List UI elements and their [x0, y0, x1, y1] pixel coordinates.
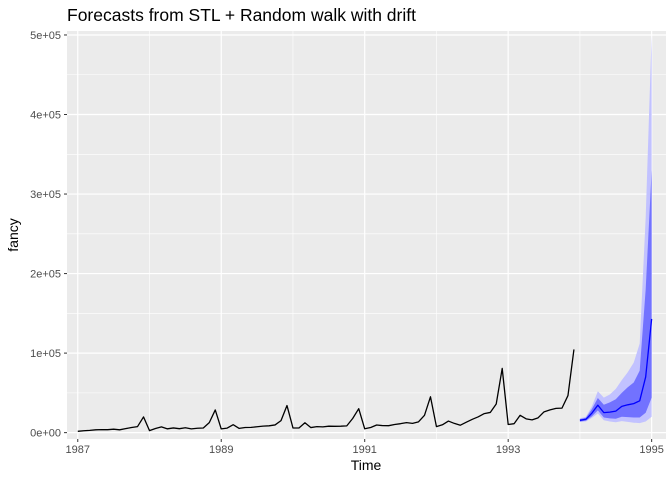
y-tick-label: 2e+05	[30, 269, 61, 281]
x-tick-label: 1989	[209, 444, 233, 456]
forecast-band-80	[579, 170, 652, 422]
y-axis: 0e+00 1e+05 2e+05 3e+05 4e+05 5e+05	[30, 30, 67, 440]
y-tick-label: 5e+05	[30, 30, 61, 42]
y-tick-label: 3e+05	[30, 189, 61, 201]
x-tick-label: 1995	[639, 444, 663, 456]
chart-title: Forecasts from STL + Random walk with dr…	[67, 5, 416, 25]
history-series	[77, 349, 575, 432]
x-tick-label: 1987	[66, 444, 90, 456]
plot-panel	[67, 31, 666, 439]
grid-major	[67, 31, 666, 439]
y-tick-label: 0e+00	[30, 428, 61, 440]
x-axis-title: Time	[351, 457, 382, 473]
y-tick-label: 4e+05	[30, 110, 61, 122]
x-tick-label: 1991	[352, 444, 376, 456]
forecast-interval-80	[579, 170, 652, 422]
forecast-mean-line	[579, 318, 653, 421]
y-axis-title: fancy	[5, 218, 21, 251]
x-tick-label: 1993	[496, 444, 520, 456]
history-line	[77, 349, 575, 432]
grid-minor	[67, 31, 666, 439]
forecast-series	[579, 318, 653, 421]
y-tick-label: 1e+05	[30, 348, 61, 360]
x-axis: 1987 1989 1991 1993 1995	[66, 439, 664, 456]
